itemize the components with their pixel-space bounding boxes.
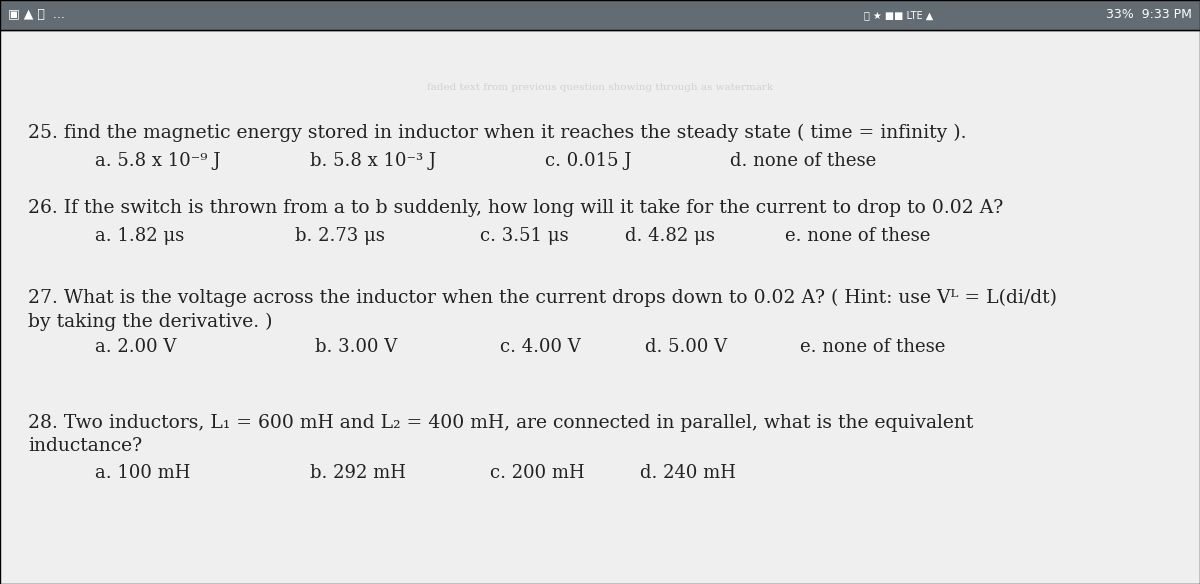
Text: a. 100 mH: a. 100 mH	[95, 464, 191, 482]
Text: d. 4.82 μs: d. 4.82 μs	[625, 227, 715, 245]
Text: d. 5.00 V: d. 5.00 V	[646, 338, 727, 356]
Text: a. 1.82 μs: a. 1.82 μs	[95, 227, 185, 245]
FancyBboxPatch shape	[0, 0, 1200, 30]
Text: b. 3.00 V: b. 3.00 V	[314, 338, 397, 356]
Text: d. none of these: d. none of these	[730, 152, 876, 170]
Text: a. 5.8 x 10⁻⁹ J: a. 5.8 x 10⁻⁹ J	[95, 152, 221, 170]
Text: inductance?: inductance?	[28, 437, 142, 455]
Text: 25. find the magnetic energy stored in inductor when it reaches the steady state: 25. find the magnetic energy stored in i…	[28, 124, 966, 142]
Text: c. 200 mH: c. 200 mH	[490, 464, 584, 482]
Text: e. none of these: e. none of these	[785, 227, 930, 245]
Text: 28. Two inductors, L₁ = 600 mH and L₂ = 400 mH, are connected in parallel, what : 28. Two inductors, L₁ = 600 mH and L₂ = …	[28, 414, 973, 432]
Text: c. 3.51 μs: c. 3.51 μs	[480, 227, 569, 245]
Text: c. 0.015 J: c. 0.015 J	[545, 152, 631, 170]
Text: faded text from previous question showing through as watermark: faded text from previous question showin…	[427, 82, 773, 92]
Text: b. 5.8 x 10⁻³ J: b. 5.8 x 10⁻³ J	[310, 152, 436, 170]
Text: 33%  9:33 PM: 33% 9:33 PM	[1106, 9, 1192, 22]
Text: b. 292 mH: b. 292 mH	[310, 464, 406, 482]
Text: ⚿ ★ ■■ LTE ▲: ⚿ ★ ■■ LTE ▲	[864, 10, 934, 20]
Text: c. 4.00 V: c. 4.00 V	[500, 338, 581, 356]
Text: b. 2.73 μs: b. 2.73 μs	[295, 227, 385, 245]
Text: ▣ ▲ ⓟ  ...: ▣ ▲ ⓟ ...	[8, 9, 65, 22]
FancyBboxPatch shape	[0, 30, 1200, 584]
Text: 26. If the switch is thrown from a to b suddenly, how long will it take for the : 26. If the switch is thrown from a to b …	[28, 199, 1003, 217]
Text: by taking the derivative. ): by taking the derivative. )	[28, 313, 272, 331]
Text: a. 2.00 V: a. 2.00 V	[95, 338, 176, 356]
Text: 27. What is the voltage across the inductor when the current drops down to 0.02 : 27. What is the voltage across the induc…	[28, 289, 1057, 307]
Text: d. 240 mH: d. 240 mH	[640, 464, 736, 482]
Text: e. none of these: e. none of these	[800, 338, 946, 356]
